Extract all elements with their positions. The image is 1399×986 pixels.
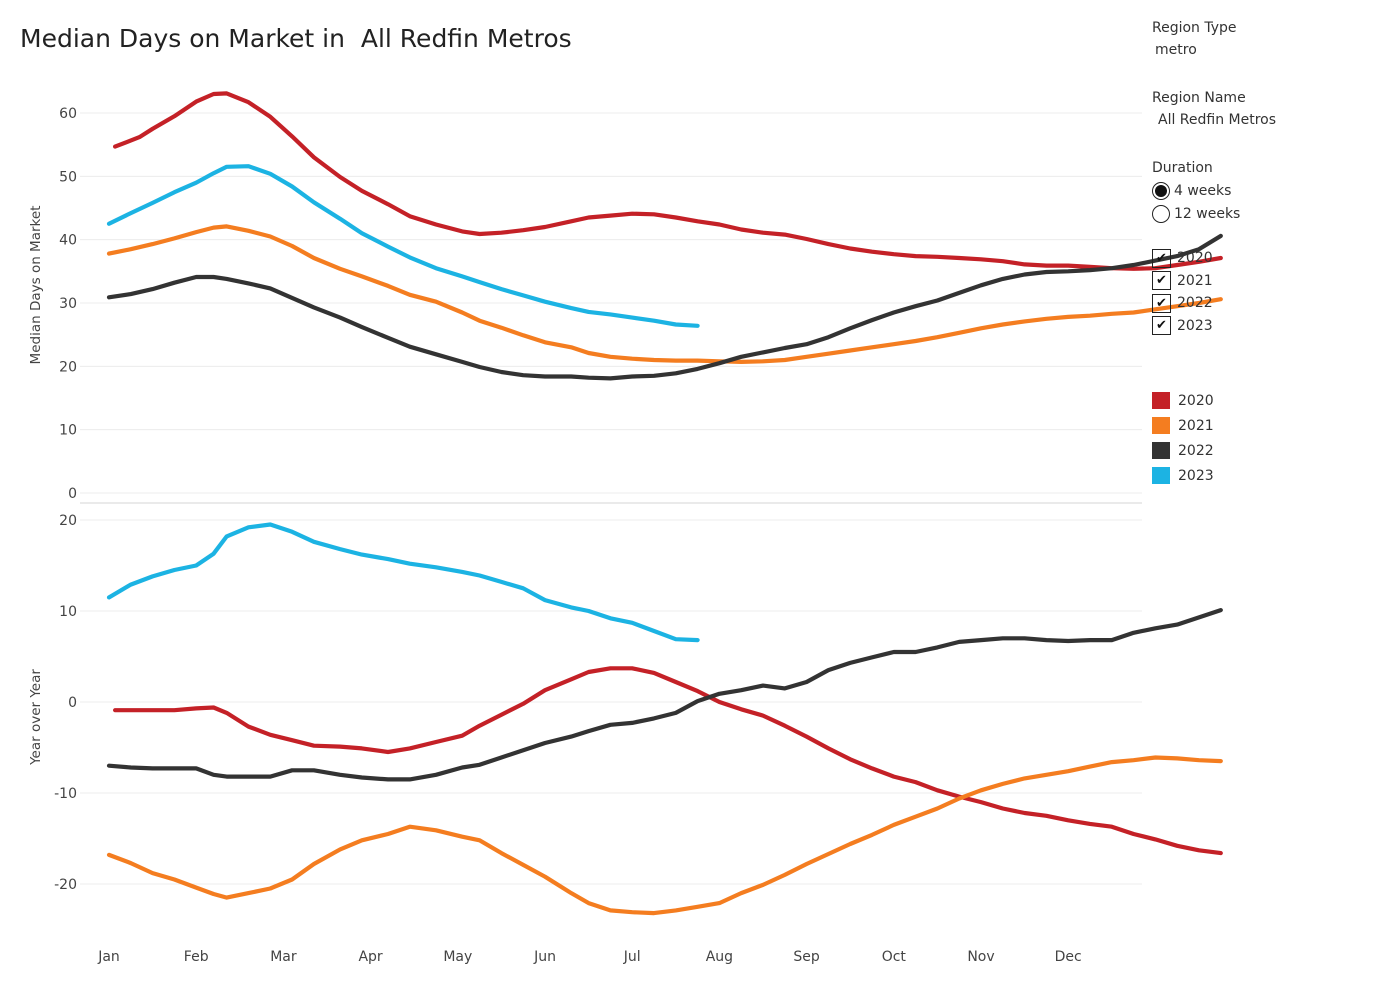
duration-option-label: 4 weeks [1174, 182, 1232, 199]
x-tick-label: Sep [793, 949, 820, 965]
x-tick-label: Dec [1055, 949, 1082, 965]
region-type-filter[interactable]: Region Type metro [1152, 18, 1392, 60]
checkmark-icon[interactable]: ✔ [1152, 293, 1171, 313]
page-title: Median Days on Market in All Redfin Metr… [20, 24, 572, 53]
x-tick-label: Apr [358, 949, 382, 965]
region-type-value: metro [1155, 42, 1197, 58]
y-axis-title: Median Days on Market [28, 206, 44, 365]
x-tick-label: Aug [706, 949, 733, 965]
legend-label: 2022 [1178, 442, 1214, 459]
legend-label: 2023 [1178, 467, 1214, 484]
y-tick-label: 10 [59, 423, 77, 439]
y-tick-label: 60 [59, 106, 77, 122]
legend-label: 2020 [1178, 392, 1214, 409]
year-checkbox-label: 2023 [1177, 317, 1213, 334]
year-checkbox-2022[interactable]: ✔ 2022 [1152, 292, 1392, 315]
y-tick-label: 20 [59, 513, 77, 529]
x-tick-label: Jul [623, 949, 641, 965]
legend-swatch [1152, 442, 1170, 459]
filter-panel: Region Type metro Region Name All Redfin… [1152, 18, 1392, 488]
legend-item-2023[interactable]: 2023 [1152, 463, 1392, 488]
duration-option-12-weeks[interactable]: 12 weeks [1152, 202, 1392, 225]
duration-option-4-weeks[interactable]: 4 weeks [1152, 179, 1392, 202]
y-tick-label: 30 [59, 296, 77, 312]
legend-label: 2021 [1178, 417, 1214, 434]
series-line-2021-yoy [106, 755, 1223, 916]
legend-item-2020[interactable]: 2020 [1152, 388, 1392, 413]
legend-swatch [1152, 392, 1170, 409]
year-checkbox-2020[interactable]: ✔ 2020 [1152, 247, 1392, 270]
year-checkbox-label: 2020 [1177, 250, 1213, 267]
series-line-2022-yoy [106, 608, 1223, 782]
x-tick-label: Jan [97, 949, 120, 965]
year-filter: ✔ 2020 ✔ 2021 ✔ 2022 ✔ 2023 [1152, 247, 1392, 337]
year-checkbox-label: 2021 [1177, 272, 1213, 289]
year-checkbox-2021[interactable]: ✔ 2021 [1152, 270, 1392, 293]
region-type-label: Region Type [1152, 20, 1237, 36]
legend-item-2022[interactable]: 2022 [1152, 438, 1392, 463]
color-legend: 2020 2021 2022 2023 [1152, 388, 1392, 488]
x-tick-label: Jun [533, 949, 556, 965]
y-tick-label: 20 [59, 359, 77, 375]
x-tick-label: Oct [882, 949, 907, 965]
duration-filter: Duration 4 weeks 12 weeks [1152, 158, 1392, 225]
series-line-2020-yoy [113, 666, 1223, 856]
checkmark-icon[interactable]: ✔ [1152, 248, 1171, 268]
y-tick-label: -20 [54, 877, 77, 893]
x-tick-label: Nov [967, 949, 994, 965]
year-checkbox-2023[interactable]: ✔ 2023 [1152, 315, 1392, 338]
checkmark-icon[interactable]: ✔ [1152, 316, 1171, 336]
region-name-filter[interactable]: Region Name All Redfin Metros [1152, 88, 1392, 130]
region-name-label: Region Name [1152, 90, 1246, 106]
x-tick-label: Feb [184, 949, 209, 965]
legend-swatch [1152, 417, 1170, 434]
region-name-value: All Redfin Metros [1158, 112, 1277, 128]
series-line-2020-days [113, 91, 1223, 271]
radio-selected-icon[interactable] [1152, 181, 1170, 200]
y-tick-label: 10 [59, 604, 77, 620]
y-tick-label: -10 [54, 786, 77, 802]
radio-unselected-icon[interactable] [1152, 204, 1170, 223]
x-tick-label: May [443, 949, 472, 965]
year-checkbox-label: 2022 [1177, 295, 1213, 312]
y-tick-label: 0 [68, 486, 77, 502]
checkmark-icon[interactable]: ✔ [1152, 271, 1171, 291]
series-line-2022-days [106, 233, 1223, 381]
legend-item-2021[interactable]: 2021 [1152, 413, 1392, 438]
legend-swatch [1152, 467, 1170, 484]
y-tick-label: 50 [59, 169, 77, 185]
x-tick-label: Mar [270, 949, 297, 965]
duration-label: Duration [1152, 160, 1213, 176]
y-tick-label: 0 [68, 695, 77, 711]
y-axis-title: Year over Year [28, 669, 44, 766]
series-line-2023-yoy [106, 522, 700, 643]
series-line-2023-days [106, 164, 700, 328]
duration-option-label: 12 weeks [1174, 205, 1241, 222]
series-line-2021-days [106, 224, 1223, 364]
y-tick-label: 40 [59, 233, 77, 249]
